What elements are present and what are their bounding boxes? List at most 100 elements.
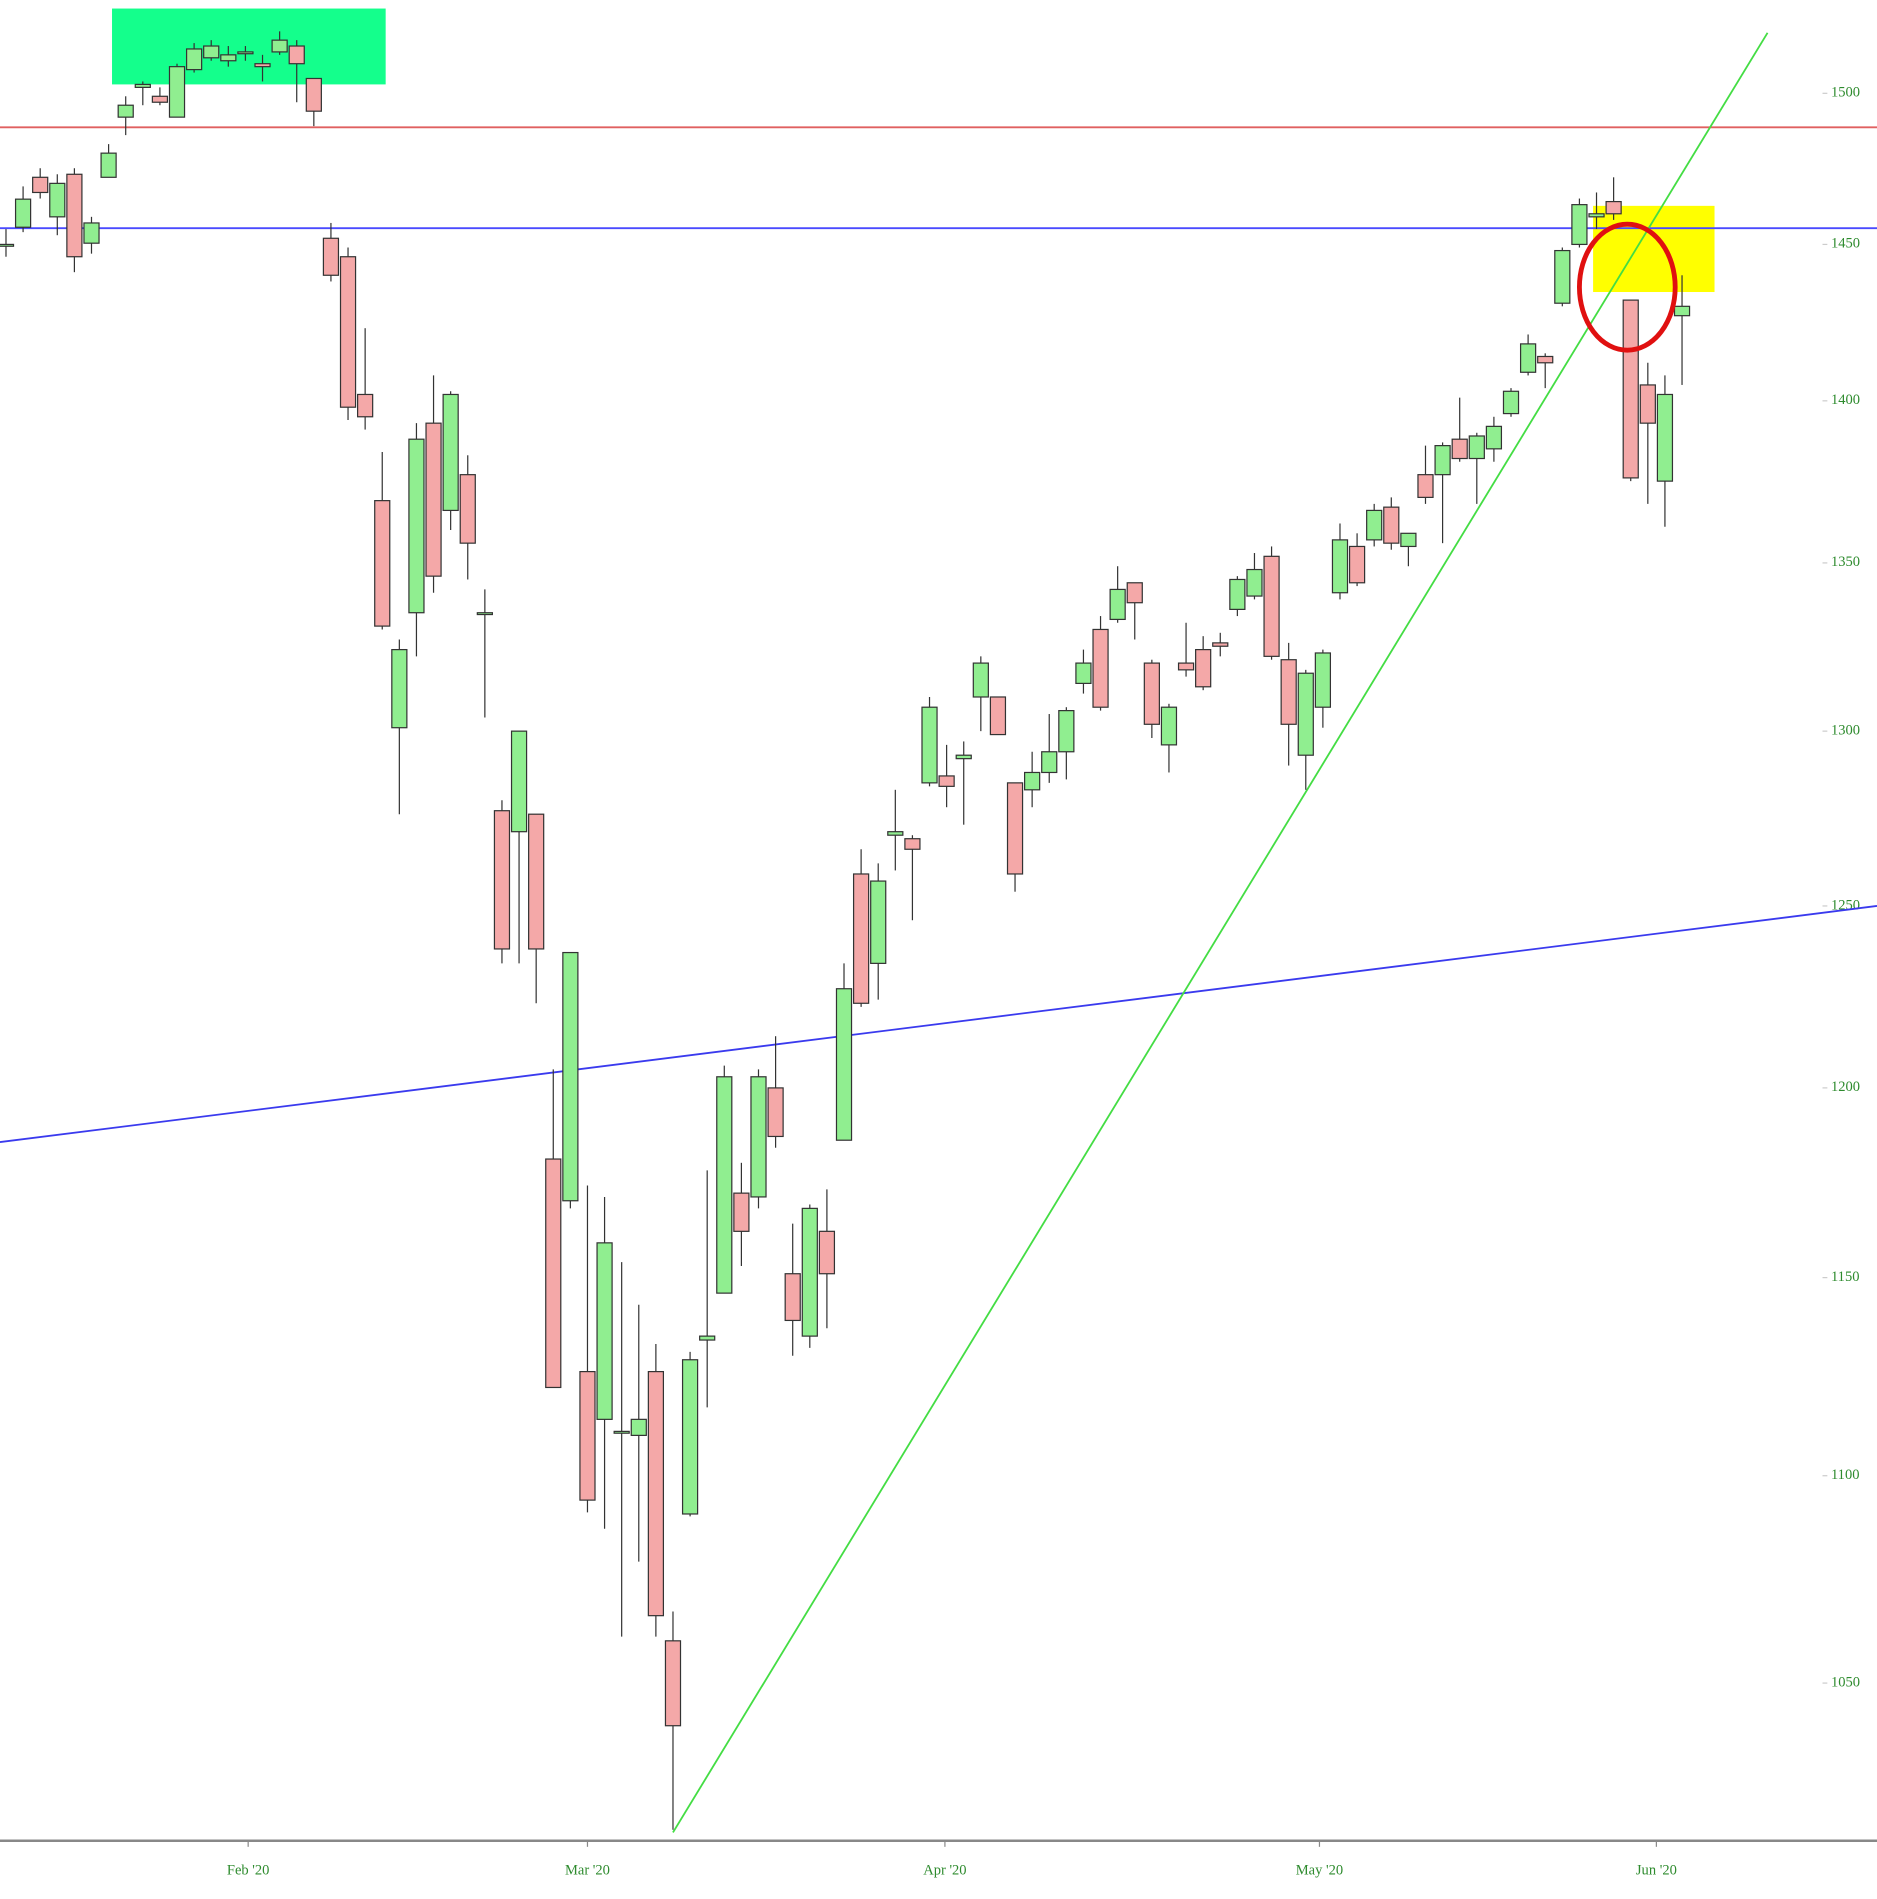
candle-body: [254, 63, 271, 68]
candle-body: [972, 662, 989, 698]
candle-body: [510, 730, 528, 833]
candle-body: [1434, 445, 1451, 476]
x-tick-label: Mar '20: [565, 1862, 610, 1878]
candle-body: [989, 696, 1007, 736]
candle-body: [801, 1207, 818, 1337]
candle-body: [733, 1192, 750, 1232]
candle-body: [134, 83, 151, 88]
candle-body: [1314, 652, 1332, 708]
candle-body: [887, 831, 904, 836]
candle-body: [1417, 474, 1434, 498]
candle-body: [955, 754, 972, 760]
candle-body: [49, 182, 66, 218]
candle-body: [459, 474, 476, 544]
candle-body: [1485, 425, 1503, 450]
candle-body: [1571, 204, 1588, 246]
candle-body: [220, 54, 237, 62]
candle-body: [83, 222, 100, 244]
candle-body: [237, 51, 254, 55]
candle-body: [1622, 299, 1639, 479]
candle-body: [1519, 343, 1537, 373]
candle-body: [1092, 628, 1109, 708]
candle-body: [408, 438, 425, 614]
candle-body: [1537, 355, 1554, 364]
candle-body: [1058, 710, 1075, 753]
candle-body: [1297, 672, 1314, 756]
candle-body: [1229, 578, 1246, 610]
candle-body: [305, 77, 322, 112]
candle-body: [185, 48, 203, 71]
y-tick-label: 1100: [1831, 1467, 1860, 1483]
y-tick-label: 1450: [1831, 236, 1860, 252]
y-tick-label: 1050: [1831, 1674, 1860, 1690]
candle-body: [852, 873, 870, 1004]
candle-body: [904, 838, 921, 850]
candle-body: [835, 988, 853, 1141]
trend-line: [0, 905, 1877, 1143]
y-tick-label: 1400: [1831, 392, 1860, 408]
candle-body: [716, 1076, 733, 1294]
candle-body: [1024, 771, 1041, 791]
candle-body: [784, 1273, 801, 1322]
y-tick-label: 1200: [1831, 1079, 1860, 1095]
candle-body: [391, 648, 408, 729]
y-tick-label: 1500: [1831, 85, 1860, 101]
candle-body: [647, 1370, 665, 1617]
candle-body: [870, 880, 887, 964]
candle-body: [357, 393, 374, 418]
candle-body: [562, 951, 579, 1202]
candle-body: [613, 1430, 630, 1434]
candle-body: [1656, 393, 1674, 482]
candle-body: [100, 152, 117, 178]
candle-body: [1366, 509, 1383, 541]
candle-body: [322, 237, 340, 276]
candle-body: [442, 393, 459, 512]
annotation-circle: [1576, 221, 1678, 353]
candle-body: [168, 66, 186, 118]
candle-body: [1246, 568, 1263, 597]
candle-body: [151, 95, 169, 103]
candle-body: [921, 706, 938, 784]
candle-body: [1400, 532, 1417, 548]
candle-body: [664, 1640, 682, 1727]
candle-body: [117, 104, 134, 118]
candle-body: [1502, 390, 1520, 415]
candle-body: [528, 813, 545, 950]
y-tick-label: 1150: [1831, 1269, 1860, 1285]
candle-body: [1605, 200, 1622, 215]
candle-body: [1673, 305, 1691, 317]
candle-body: [288, 45, 305, 65]
candle-body: [1109, 588, 1126, 621]
y-tick-label: 1350: [1831, 554, 1860, 570]
candle-body: [493, 810, 511, 950]
candle-body: [545, 1158, 562, 1389]
candle-body: [630, 1418, 647, 1436]
candle-body: [818, 1230, 836, 1275]
candle-body: [1639, 384, 1656, 424]
candle-body: [1451, 438, 1468, 460]
candle-body: [66, 173, 83, 258]
trend-line: [672, 32, 1769, 1833]
candle-body: [32, 176, 49, 194]
candle-body: [1588, 213, 1605, 218]
candle-body: [1263, 555, 1280, 657]
candle-body: [1006, 782, 1024, 875]
x-tick-label: Feb '20: [227, 1862, 270, 1878]
candle-body: [750, 1076, 767, 1198]
candle-body: [1468, 435, 1485, 460]
candle-body: [1212, 642, 1229, 647]
candle-body: [1331, 539, 1349, 594]
candle-body: [203, 45, 220, 59]
candle-body: [0, 243, 15, 247]
candle-body: [339, 256, 357, 408]
y-tick-label: 1300: [1831, 722, 1860, 738]
candle-body: [425, 422, 442, 577]
candle-body: [1160, 706, 1178, 746]
highlight-box: [112, 8, 386, 85]
candle-body: [1041, 751, 1058, 774]
candle-body: [374, 500, 391, 627]
candle-body: [681, 1359, 699, 1515]
candle-body: [1075, 662, 1092, 685]
